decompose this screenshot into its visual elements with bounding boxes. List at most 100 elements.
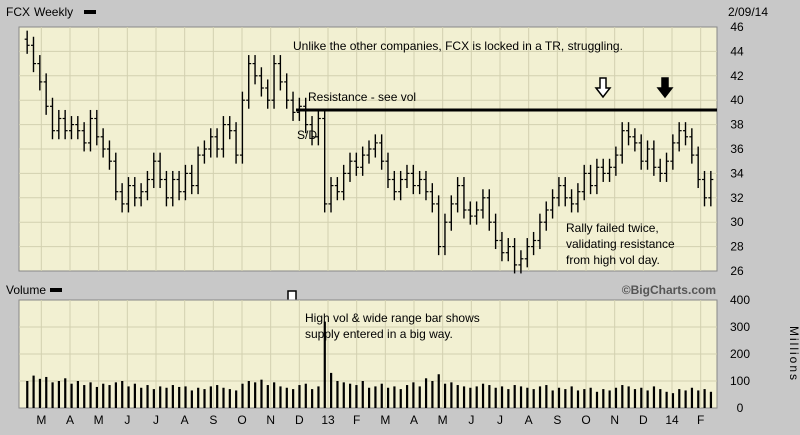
ohlc-bar (189, 164, 195, 195)
volume-bar (494, 387, 497, 408)
volume-bar (538, 386, 542, 408)
vol-note-line-2: supply entered in a big way. (305, 327, 453, 341)
chart-date: 2/09/14 (728, 5, 768, 19)
ohlc-bar (43, 73, 49, 115)
volume-bar (393, 386, 396, 408)
menu-dash-icon[interactable] (84, 10, 96, 14)
volume-bar (545, 385, 548, 408)
volume-bar (140, 387, 143, 408)
volume-bar (190, 390, 193, 408)
x-tick-label: A (525, 413, 533, 427)
ohlc-bar (512, 238, 518, 274)
volume-bar (450, 382, 453, 408)
volume-bar (279, 386, 282, 408)
volume-bar (45, 376, 48, 408)
volume-bar (349, 383, 352, 408)
ohlc-bar (68, 116, 74, 140)
down-arrow-icon (594, 77, 612, 99)
price-grid (19, 27, 717, 271)
price-tick-label: 38 (730, 118, 744, 132)
volume-bar (684, 390, 687, 408)
volume-bar (481, 383, 485, 408)
ohlc-bar (385, 152, 391, 189)
ohlc-bar (125, 177, 131, 213)
volume-bar (203, 389, 206, 408)
volume-bar (95, 386, 98, 408)
ohlc-bar (163, 170, 169, 207)
volume-bar (368, 387, 371, 408)
ohlc-bar (499, 231, 505, 262)
volume-bar (57, 381, 61, 408)
volume-bar (678, 389, 681, 408)
ohlc-bar (594, 158, 600, 195)
volume-bar (614, 387, 618, 408)
chart-period: Weekly (34, 5, 73, 19)
watermark: ©BigCharts.com (622, 283, 716, 297)
ohlc-bar (94, 109, 100, 146)
menu-dash-icon[interactable] (50, 288, 62, 292)
volume-bar (627, 386, 630, 408)
volume-bar (513, 385, 516, 408)
ohlc-bar (632, 128, 638, 152)
volume-bar (424, 378, 428, 408)
ohlc-bar (398, 170, 404, 201)
volume-bar (317, 386, 320, 408)
ohlc-bar (81, 122, 87, 152)
volume-bar (235, 390, 238, 408)
volume-bar (564, 389, 567, 408)
x-tick-label: A (410, 413, 418, 427)
price-tick-label: 36 (730, 142, 744, 156)
volume-y-axis: 0 100 200 300 400 (730, 293, 750, 415)
price-y-axis: 26 28 30 32 34 36 38 40 42 44 46 (730, 20, 744, 278)
volume-bar (76, 381, 80, 408)
ohlc-bar (645, 140, 651, 170)
ohlc-bar (271, 55, 277, 109)
volume-bar (323, 321, 326, 408)
volume-bar (595, 391, 599, 408)
ohlc-bar (265, 79, 271, 109)
volume-bar (532, 389, 535, 408)
ohlc-bar (360, 146, 366, 176)
volume-bar (456, 385, 459, 408)
ohlc-bar (119, 183, 125, 213)
volume-bar (178, 386, 181, 408)
ohlc-bar (474, 201, 480, 225)
price-tick-label: 26 (730, 264, 744, 278)
price-tick-label: 30 (730, 215, 744, 229)
ohlc-bar (613, 146, 619, 176)
volume-bar (412, 382, 415, 408)
ohlc-bar (309, 116, 315, 146)
volume-bar (526, 387, 529, 408)
ohlc-bar (436, 195, 442, 256)
volume-label: Volume (6, 283, 46, 297)
volume-bar (380, 383, 383, 408)
volume-bar (209, 386, 212, 408)
volume-unit: Millions (787, 326, 800, 382)
volume-bar (386, 387, 390, 408)
volume-bar (38, 378, 42, 408)
ohlc-bar (24, 30, 30, 54)
volume-bar (709, 391, 713, 408)
ohlc-bar (372, 134, 378, 158)
volume-bar (583, 389, 586, 408)
volume-bar (26, 381, 29, 408)
volume-bar (159, 386, 162, 408)
ohlc-bar (581, 164, 587, 201)
ohlc-bar (575, 183, 581, 213)
ohlc-bar (569, 189, 575, 213)
volume-bar (399, 389, 402, 408)
price-tick-label: 46 (730, 20, 744, 34)
x-tick-label: J (153, 413, 159, 427)
volume-bar (621, 385, 624, 408)
volume-bar (443, 383, 447, 408)
ohlc-bar (353, 152, 359, 176)
ohlc-bar (56, 109, 62, 140)
price-tick-label: 44 (730, 44, 744, 58)
volume-bar (551, 390, 554, 408)
ohlc-bar (176, 170, 182, 201)
vol-note-line-1: High vol & wide range bar shows (305, 311, 480, 325)
x-tick-label: F (353, 413, 360, 427)
volume-bar (108, 385, 111, 408)
volume-bar (247, 381, 250, 408)
ohlc-bar (626, 122, 632, 146)
